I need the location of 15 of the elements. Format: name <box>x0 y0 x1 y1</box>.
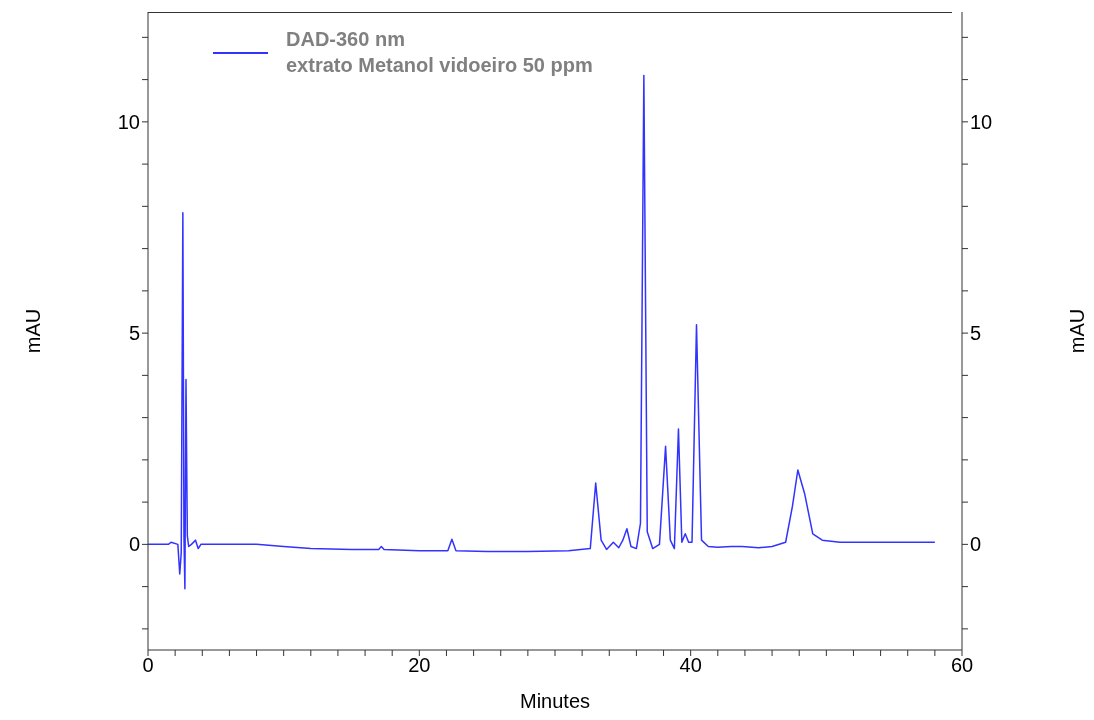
y2-tick-label: 5 <box>970 322 982 345</box>
x-tick-label: 60 <box>950 654 974 677</box>
x-tick-label: 20 <box>408 654 431 677</box>
y-axis-title: mAU <box>22 308 45 354</box>
x-axis-title: Minutes <box>519 690 591 712</box>
line-series <box>148 74 936 590</box>
legend-label: DAD-360 nm extrato Metanol vidoeiro 50 ppm <box>286 27 593 78</box>
y2-tick-label: 0 <box>970 533 982 556</box>
y-tick-label: 10 <box>117 110 140 133</box>
y2-tick-label: 10 <box>970 110 993 133</box>
x-tick-label: 0 <box>142 654 154 677</box>
y-tick-label: 5 <box>128 322 140 345</box>
y2-axis-title: mAU <box>1066 308 1089 354</box>
x-tick-label: 40 <box>679 654 702 677</box>
y-tick-label: 0 <box>128 533 140 556</box>
